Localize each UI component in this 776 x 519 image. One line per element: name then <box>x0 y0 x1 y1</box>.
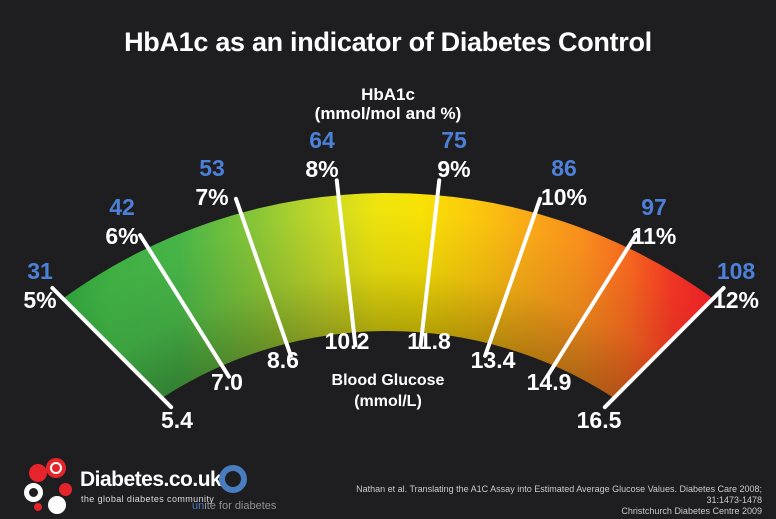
citation: Nathan et al. Translating the A1C Assay … <box>342 484 762 517</box>
hba1c-percent-label: 9% <box>437 156 470 182</box>
gauge-tick <box>545 233 638 379</box>
logo-circle-icon <box>50 462 62 474</box>
hba1c-percent-label: 7% <box>195 184 228 210</box>
gauge-tick <box>602 285 726 410</box>
chart-title: HbA1c as an indicator of Diabetes Contro… <box>124 27 652 57</box>
diabetes-logo-circles-icon <box>23 456 79 516</box>
blood-glucose-axis-units: (mmol/L) <box>354 393 422 410</box>
hba1c-mmol-mol-label: 31 <box>27 258 53 284</box>
hba1c-percent-label: 11% <box>632 223 677 249</box>
blood-glucose-value-label: 11.8 <box>407 328 451 354</box>
unite-label-blue-part: un <box>192 500 205 512</box>
gauge-tick <box>418 178 442 348</box>
gauge-tick <box>483 196 543 358</box>
hba1c-axis-units-mmol: (mmol/mol <box>314 104 401 123</box>
logo-circle-icon <box>34 503 42 511</box>
hba1c-axis-units-pct: and %) <box>405 104 462 123</box>
blood-glucose-value-label: 16.5 <box>577 407 622 433</box>
gauge-tick <box>50 285 174 410</box>
logo-circle-icon <box>48 496 66 514</box>
hba1c-mmol-mol-label: 42 <box>109 194 135 220</box>
hba1c-axis-units: (mmol/mol and %) <box>0 104 776 124</box>
hba1c-percent-label: 6% <box>105 223 138 249</box>
blood-glucose-value-label: 14.9 <box>527 369 572 395</box>
unite-for-diabetes-circle-icon <box>219 465 247 493</box>
gauge-tick <box>138 233 231 379</box>
hba1c-axis-title: HbA1c <box>361 85 415 104</box>
diabetes-couk-wordmark: Diabetes.co.uk <box>80 468 222 491</box>
blood-glucose-axis-label: Blood Glucose (mmol/L) <box>0 370 776 412</box>
gauge-arc-shading <box>62 193 714 398</box>
hba1c-mmol-mol-label: 108 <box>717 258 756 284</box>
blood-glucose-value-label: 7.0 <box>211 369 243 395</box>
unite-label-gray-part: ite for diabetes <box>204 500 277 512</box>
gauge-tick <box>334 178 358 348</box>
hba1c-mmol-mol-label: 97 <box>641 194 667 220</box>
hba1c-percent-label: 12% <box>713 287 759 313</box>
blood-glucose-axis-title: Blood Glucose <box>331 372 445 389</box>
blood-glucose-value-label: 10.2 <box>325 328 370 354</box>
citation-line-1: Nathan et al. Translating the A1C Assay … <box>356 484 762 505</box>
hba1c-percent-label: 8% <box>305 156 338 182</box>
blood-glucose-value-label: 5.4 <box>161 407 193 433</box>
hba1c-mmol-mol-label: 75 <box>441 127 467 153</box>
blood-glucose-value-label: 13.4 <box>471 347 516 373</box>
hba1c-percent-label: 10% <box>541 184 587 210</box>
logo-circle-icon <box>59 483 72 496</box>
logo-circle-icon <box>46 458 66 478</box>
hba1c-percent-label: 5% <box>23 287 56 313</box>
logo-circle-icon <box>29 464 47 482</box>
citation-line-2: Christchurch Diabetes Centre 2009 <box>621 506 762 516</box>
unite-for-diabetes-label: unite for diabetes <box>192 500 276 512</box>
hba1c-mmol-mol-label: 64 <box>309 127 335 153</box>
blood-glucose-value-label: 8.6 <box>267 347 299 373</box>
hba1c-mmol-mol-label: 53 <box>199 155 225 181</box>
logo-circle-icon <box>24 483 43 502</box>
diabetes-couk-tagline: the global diabetes community <box>81 494 215 504</box>
gauge-tick <box>233 196 293 358</box>
hba1c-mmol-mol-label: 86 <box>551 155 577 181</box>
